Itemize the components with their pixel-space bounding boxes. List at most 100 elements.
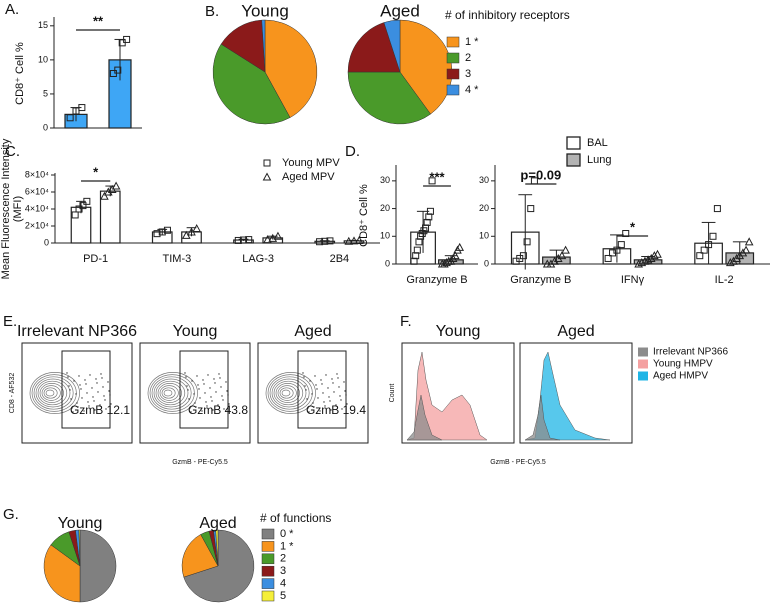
event-dot <box>226 390 228 392</box>
event-dot <box>196 375 198 377</box>
contour <box>157 383 182 403</box>
data-point <box>240 236 247 244</box>
event-dot <box>73 380 75 382</box>
event-dot <box>68 385 70 387</box>
event-dot <box>83 410 85 412</box>
event-dot <box>308 411 310 413</box>
event-dot <box>104 399 106 401</box>
legend-title: # of functions <box>260 511 331 525</box>
contour <box>37 380 68 406</box>
data-point <box>613 246 621 254</box>
event-dot <box>207 374 209 376</box>
contour <box>155 380 186 406</box>
event-dot <box>202 379 204 381</box>
event-dot <box>100 373 102 375</box>
event-dot <box>312 402 314 404</box>
event-dot <box>329 400 331 402</box>
event-dot <box>187 389 189 391</box>
data-point <box>696 252 704 260</box>
event-dot <box>97 391 99 393</box>
data-point <box>273 231 283 240</box>
event-dot <box>307 407 309 409</box>
event-dot <box>213 378 215 380</box>
data-point <box>316 238 324 246</box>
contour <box>151 376 192 410</box>
y-tick-label: 20 <box>479 203 489 213</box>
event-dot <box>69 389 71 391</box>
event-dot <box>333 391 335 393</box>
event-dot <box>337 377 339 379</box>
event-dot <box>319 410 321 412</box>
event-dot <box>185 376 187 378</box>
contour <box>269 376 310 410</box>
data-point <box>263 235 272 244</box>
legend-label: 2 <box>280 553 286 565</box>
event-dot <box>327 387 329 389</box>
legend-marker <box>263 159 271 167</box>
data-point <box>111 181 121 190</box>
data-point <box>617 241 625 249</box>
pie-slice <box>347 71 431 125</box>
event-dot <box>321 383 323 385</box>
x-axis-label: GzmB - PE-Cy5.5 <box>490 459 546 466</box>
legend-swatch <box>261 590 275 602</box>
event-dot <box>344 390 346 392</box>
data-point <box>100 191 109 200</box>
y-tick-label: 0 <box>385 258 390 268</box>
event-dot <box>305 389 307 391</box>
event-dot <box>336 373 338 375</box>
y-tick-label: 4×10⁴ <box>25 203 49 213</box>
plot-title: Aged <box>294 323 331 340</box>
event-dot <box>184 372 186 374</box>
event-dot <box>197 384 199 386</box>
data-point <box>114 66 122 74</box>
significance-label: *** <box>429 169 445 184</box>
x-tick-label: Granzyme B <box>510 274 571 286</box>
event-dot <box>225 381 227 383</box>
legend-label: 0 * <box>280 528 294 540</box>
pie-title: Young <box>241 1 289 20</box>
y-axis-label: (MFI) <box>12 196 24 222</box>
event-dot <box>70 398 72 400</box>
event-dot <box>309 380 311 382</box>
contour <box>275 383 300 403</box>
contour <box>35 378 71 408</box>
data-point <box>83 197 91 205</box>
significance-label: * <box>630 219 636 234</box>
data-point <box>450 251 460 260</box>
data-point <box>192 223 202 233</box>
event-dot <box>214 382 216 384</box>
data-point <box>741 245 751 254</box>
event-dot <box>103 395 105 397</box>
contour <box>265 372 316 414</box>
contour <box>29 372 80 414</box>
data-point <box>234 236 242 244</box>
data-point <box>79 202 87 210</box>
event-dot <box>188 398 190 400</box>
event-dot <box>78 375 80 377</box>
data-point <box>604 254 612 262</box>
event-dot <box>76 402 78 404</box>
gate-label: GzmB 19.4 <box>306 403 366 417</box>
data-point <box>413 246 421 254</box>
x-tick-label: LAG-3 <box>242 253 274 265</box>
data-point <box>643 255 653 264</box>
significance-label: ** <box>93 13 104 28</box>
data-point <box>354 235 364 244</box>
data-point <box>349 236 359 245</box>
data-point <box>523 238 531 246</box>
y-tick-label: 8×10⁴ <box>25 169 49 179</box>
y-tick-label: 6×10⁴ <box>25 186 49 196</box>
event-dot <box>71 407 73 409</box>
plot-title: Young <box>436 323 481 340</box>
pie-slice <box>78 529 81 567</box>
y-tick-label: 0 <box>44 237 49 247</box>
gate <box>179 350 229 429</box>
data-point <box>78 104 86 112</box>
event-dot <box>96 382 98 384</box>
event-dot <box>228 403 230 405</box>
contour <box>163 389 173 397</box>
y-axis-label: Count <box>389 384 396 403</box>
event-dot <box>186 385 188 387</box>
